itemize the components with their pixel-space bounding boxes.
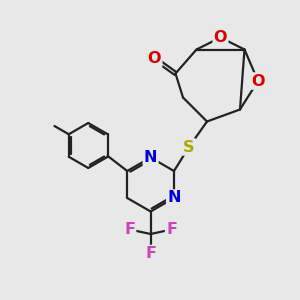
Text: N: N (167, 190, 181, 206)
Text: F: F (166, 222, 177, 237)
Text: N: N (144, 150, 158, 165)
Text: O: O (251, 74, 265, 88)
Text: O: O (148, 51, 161, 66)
Text: S: S (183, 140, 195, 154)
Text: O: O (214, 30, 227, 45)
Text: F: F (145, 246, 156, 261)
Text: F: F (124, 222, 135, 237)
